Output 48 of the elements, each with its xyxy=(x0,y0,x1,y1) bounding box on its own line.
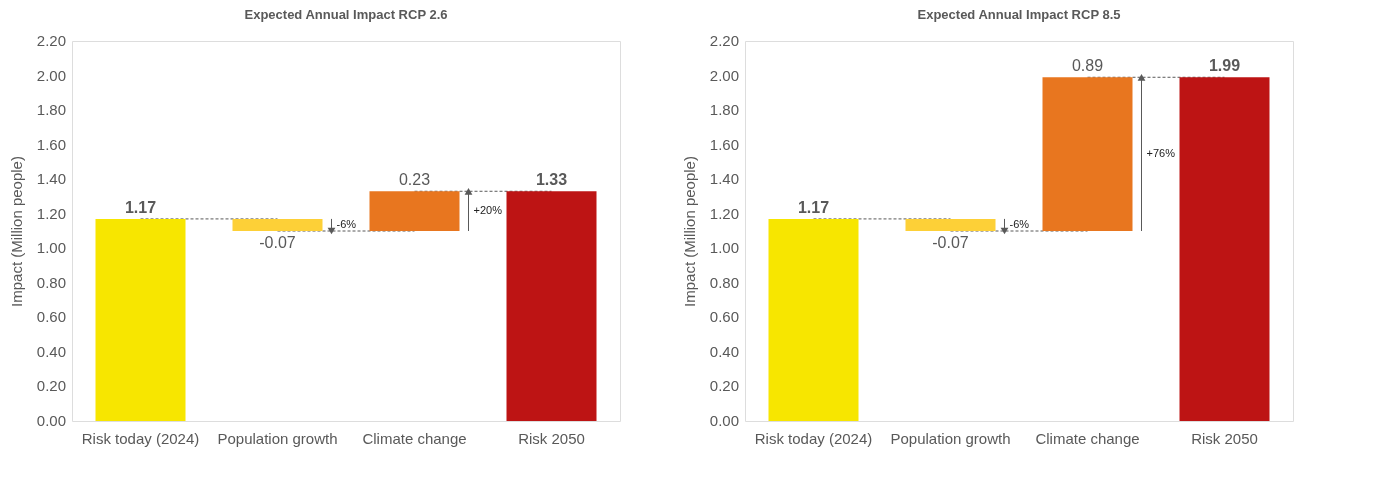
data-label: 1.33 xyxy=(535,171,568,189)
y-tick-label: 1.60 xyxy=(709,135,739,153)
y-tick-label: 0.60 xyxy=(709,308,739,326)
annotation: +76% xyxy=(1146,147,1176,160)
chart-title: Expected Annual Impact RCP 8.5 xyxy=(917,7,1121,22)
annotation: -6% xyxy=(336,217,357,230)
y-tick-label: 2.20 xyxy=(36,32,66,49)
y-tick-label: 1.20 xyxy=(36,204,66,222)
y-tick-label: 0.80 xyxy=(709,273,739,291)
y-tick-label: 0.00 xyxy=(709,412,739,429)
y-tick-label: 1.00 xyxy=(709,239,739,257)
annotation: -6% xyxy=(1009,217,1030,230)
y-tick-label: 2.20 xyxy=(709,32,739,49)
y-tick-label: 2.00 xyxy=(709,66,739,84)
y-tick-label: 2.00 xyxy=(36,66,66,84)
data-label: 0.89 xyxy=(1071,57,1104,75)
x-tick-label: Risk today (2024) xyxy=(81,429,200,447)
y-tick-label: 1.80 xyxy=(36,101,66,119)
data-label: 1.17 xyxy=(797,198,830,216)
x-tick-label: Risk 2050 xyxy=(1191,429,1258,447)
y-tick-label: 0.20 xyxy=(709,377,739,395)
x-tick-label: Population growth xyxy=(890,429,1011,447)
y-tick-label: 0.00 xyxy=(36,412,66,429)
y-tick-label: 1.40 xyxy=(36,170,66,188)
data-label: -0.07 xyxy=(932,234,969,251)
x-tick-label: Risk today (2024) xyxy=(754,429,873,447)
data-label: 1.17 xyxy=(124,198,157,216)
y-tick-label: 1.00 xyxy=(36,239,66,257)
x-tick-label: Climate change xyxy=(1035,429,1140,447)
data-label: -0.07 xyxy=(259,234,296,251)
x-tick-label: Climate change xyxy=(362,429,467,447)
y-tick-label: 0.40 xyxy=(36,342,66,360)
y-tick-label: 1.40 xyxy=(709,170,739,188)
y-tick-label: 1.60 xyxy=(36,135,66,153)
chart-title: Expected Annual Impact RCP 2.6 xyxy=(244,7,448,22)
y-tick-label: 0.60 xyxy=(36,308,66,326)
y-tick-label: 0.20 xyxy=(36,377,66,395)
y-tick-label: 1.80 xyxy=(709,101,739,119)
data-label: 0.23 xyxy=(398,171,431,189)
annotation: +20% xyxy=(473,204,503,217)
y-axis-title: Impact (Million people) xyxy=(7,156,25,307)
y-tick-label: 0.80 xyxy=(36,273,66,291)
y-tick-label: 0.40 xyxy=(709,342,739,360)
x-tick-label: Risk 2050 xyxy=(518,429,585,447)
x-tick-label: Population growth xyxy=(217,429,338,447)
data-label: 1.99 xyxy=(1208,57,1241,75)
y-tick-label: 1.20 xyxy=(709,204,739,222)
y-axis-title: Impact (Million people) xyxy=(680,156,698,307)
